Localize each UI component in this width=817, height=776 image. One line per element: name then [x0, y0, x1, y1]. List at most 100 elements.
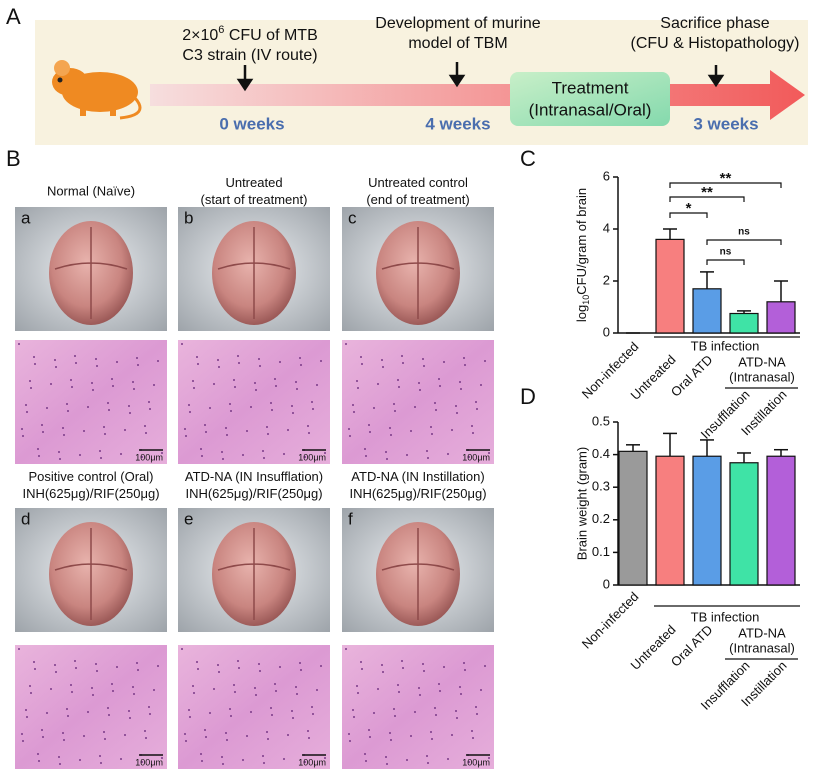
cell-dot [95, 663, 97, 665]
histology-image [342, 340, 494, 464]
cell-dot [418, 382, 420, 384]
histology-image [178, 340, 330, 464]
photo-letter: c [348, 208, 357, 227]
cell-dot [38, 760, 40, 762]
cell-dot [398, 691, 400, 693]
cell-dot [79, 759, 81, 761]
bar [655, 238, 685, 334]
cell-dot [217, 664, 219, 666]
cell-dot [426, 450, 428, 452]
histology-image [342, 645, 494, 769]
cell-dot [59, 763, 61, 765]
cell-dot [197, 363, 199, 365]
cell-dot [295, 381, 297, 383]
cell-dot [133, 388, 135, 390]
cell-dot [398, 386, 400, 388]
cell-dot [91, 687, 93, 689]
cell-dot [463, 357, 465, 359]
y-axis-label: log10CFU/gram of brain [574, 188, 591, 322]
cell-dot [116, 666, 118, 668]
cell-dot [25, 709, 27, 711]
panel-title: Positive control (Oral) [29, 469, 154, 484]
subgroup-label: (Intranasal) [729, 640, 795, 655]
cell-dot [464, 364, 466, 366]
cell-dot [132, 686, 134, 688]
cell-dot [263, 762, 265, 764]
cell-dot [443, 666, 445, 668]
cell-dot [307, 425, 309, 427]
cell-dot [108, 409, 110, 411]
photo-letter: a [21, 208, 31, 227]
cell-dot [153, 384, 155, 386]
event-text: model of TBM [408, 35, 507, 52]
cell-dot [67, 410, 69, 412]
cell-dot [141, 456, 143, 458]
cell-dot [271, 409, 273, 411]
cell-dot [386, 763, 388, 765]
cell-dot [349, 740, 351, 742]
cell-dot [254, 687, 256, 689]
cell-dot [250, 406, 252, 408]
cell-dot [192, 380, 194, 382]
cell-dot [283, 758, 285, 760]
cell-dot [75, 667, 77, 669]
treatment-text: (Intranasal/Oral) [529, 100, 652, 119]
cell-dot [365, 760, 367, 762]
cell-dot [145, 432, 147, 434]
panel-title: Untreated control [368, 175, 468, 190]
cell-dot [141, 761, 143, 763]
cell-dot [419, 389, 421, 391]
cell-dot [71, 386, 73, 388]
cell-dot [390, 434, 392, 436]
cell-dot [361, 668, 363, 670]
cell-dot [287, 429, 289, 431]
cell-dot [189, 411, 191, 413]
x-tick-label: Untreated [628, 352, 679, 403]
cell-dot [255, 694, 257, 696]
significance-label: ns [720, 247, 732, 258]
cell-dot [148, 706, 150, 708]
group-label: TB infection [691, 338, 760, 353]
cell-dot [213, 688, 215, 690]
cell-dot [406, 454, 408, 456]
cell-dot [258, 358, 260, 360]
cell-dot [255, 389, 257, 391]
cell-dot [157, 360, 159, 362]
cell-dot [230, 410, 232, 412]
cell-dot [30, 692, 32, 694]
cell-dot [18, 648, 20, 650]
panel-title: INH(625μg)/RIF(250μg) [349, 486, 486, 501]
cell-dot [430, 731, 432, 733]
photo-letter: d [21, 509, 30, 528]
cell-dot [438, 378, 440, 380]
cell-dot [316, 689, 318, 691]
photo-letter: e [184, 509, 193, 528]
dose-exp: 6 [218, 24, 224, 36]
cell-dot [434, 402, 436, 404]
scale-label: 100μm [298, 452, 326, 462]
cell-dot [103, 731, 105, 733]
cell-dot [96, 365, 98, 367]
cell-dot [274, 378, 276, 380]
cell-dot [381, 359, 383, 361]
cell-dot [200, 753, 202, 755]
cell-dot [66, 708, 68, 710]
cell-dot [107, 707, 109, 709]
y-tick-label: 6 [603, 168, 610, 183]
significance-bracket [669, 182, 782, 188]
cell-dot [229, 708, 231, 710]
mouse-icon [52, 60, 142, 120]
cell-dot [352, 709, 354, 711]
cell-dot [111, 683, 113, 685]
cell-dot [459, 686, 461, 688]
event-text: Sacrifice phase [660, 15, 769, 32]
cell-dot [393, 708, 395, 710]
cell-dot [475, 706, 477, 708]
cell-dot [116, 361, 118, 363]
y-tick-label: 0.2 [592, 511, 610, 526]
cell-dot [356, 380, 358, 382]
scale-label: 100μm [462, 757, 490, 767]
cell-dot [226, 434, 228, 436]
treatment-text: Treatment [552, 78, 629, 97]
cell-dot [422, 663, 424, 665]
